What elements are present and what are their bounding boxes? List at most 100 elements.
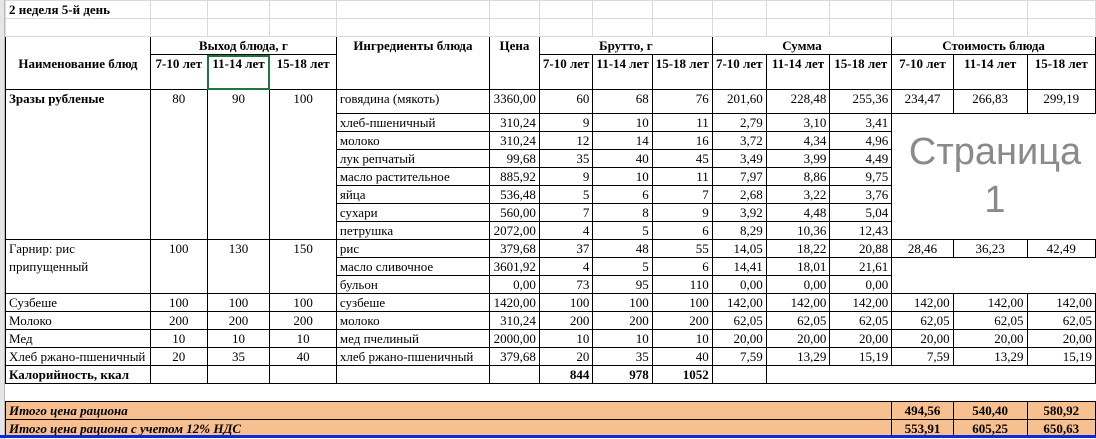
header-age-0[interactable]: 7-10 лет [149,54,208,90]
ingredient-brutto[interactable]: 10 [538,329,594,348]
ingredient-brutto[interactable]: 14 [592,131,653,150]
ingredient-brutto[interactable]: 55 [651,239,713,258]
header-age-2[interactable]: 15-18 лет [651,54,713,90]
ingredient-brutto[interactable]: 60 [538,89,594,114]
cell[interactable] [1026,18,1096,37]
cell[interactable] [206,18,271,37]
total-value[interactable]: 494,56 [891,401,954,420]
dish-cost[interactable]: 266,83 [952,89,1028,114]
ingredient-sum[interactable]: 2,79 [711,113,767,132]
ingredient-name[interactable]: молоко [335,131,490,150]
total-label[interactable]: Итого цена рациона [4,401,893,420]
cell[interactable] [538,0,594,19]
ingredient-sum[interactable]: 15,19 [829,347,893,366]
spreadsheet-grid[interactable]: 2 неделя 5-й день Наименование блюд Выход … [4,0,1096,438]
ingredient-sum[interactable]: 62,05 [829,311,893,330]
ingredient-name[interactable]: петрушка [335,221,490,240]
ingredient-sum[interactable]: 18,22 [765,239,831,258]
cell[interactable] [592,0,653,19]
ingredient-name[interactable]: лук репчатый [335,149,490,168]
ingredient-brutto[interactable]: 6 [651,221,713,240]
dish-cost[interactable]: 42,49 [1026,239,1096,258]
dish-yield[interactable]: 35 [206,347,271,366]
ingredient-name[interactable]: сухари [335,203,490,222]
ingredient-price[interactable]: 310,24 [488,113,540,132]
dish-yield[interactable]: 10 [269,329,337,348]
ingredient-price[interactable]: 310,24 [488,131,540,150]
ingredient-sum[interactable]: 9,75 [829,167,893,186]
ingredient-name[interactable]: масло растительное [335,167,490,186]
ingredient-brutto[interactable]: 100 [592,293,653,312]
header-age-0[interactable]: 7-10 лет [538,54,594,90]
dish-cost[interactable]: 20,00 [891,329,954,348]
empty-row[interactable] [5,383,1096,402]
header-age-2[interactable]: 15-18 лет [829,54,893,90]
dish-yield[interactable]: 20 [149,347,208,366]
dish-name[interactable]: Гарнир: рис припущенный [5,239,151,294]
ingredient-sum[interactable]: 142,00 [765,293,831,312]
ingredient-sum[interactable]: 18,01 [765,257,831,276]
dish-cost[interactable]: 13,29 [952,347,1028,366]
cell[interactable] [891,18,954,37]
ingredient-brutto[interactable]: 37 [538,239,594,258]
dish-yield[interactable]: 100 [269,89,337,240]
ingredient-brutto[interactable]: 5 [538,185,594,204]
ingredient-brutto[interactable]: 9 [538,167,594,186]
ingredient-sum[interactable]: 10,36 [765,221,831,240]
ingredient-brutto[interactable]: 100 [538,293,594,312]
ingredient-sum[interactable]: 0,00 [829,275,893,294]
ingredient-name[interactable]: хлеб-пшеничный [335,113,490,132]
ingredient-brutto[interactable]: 48 [592,239,653,258]
ingredient-price[interactable]: 3601,92 [488,257,540,276]
dish-yield[interactable]: 100 [206,293,271,312]
dish-cost[interactable]: 62,05 [1026,311,1096,330]
cell[interactable] [335,18,490,37]
dish-cost[interactable]: 28,46 [891,239,954,258]
ingredient-price[interactable]: 560,00 [488,203,540,222]
header-age-1[interactable]: 11-14 лет [952,54,1028,90]
ingredient-sum[interactable]: 4,96 [829,131,893,150]
ingredient-brutto[interactable]: 10 [651,329,713,348]
ingredient-sum[interactable]: 21,61 [829,257,893,276]
ingredient-brutto[interactable]: 10 [592,329,653,348]
cell[interactable] [335,365,490,384]
cell[interactable] [206,365,271,384]
dish-cost[interactable]: 20,00 [952,329,1028,348]
ingredient-price[interactable]: 3360,00 [488,89,540,114]
ingredient-name[interactable]: молоко [335,311,490,330]
dish-yield[interactable]: 40 [269,347,337,366]
ingredient-brutto[interactable]: 6 [651,257,713,276]
ingredient-brutto[interactable]: 20 [538,347,594,366]
ingredient-sum[interactable]: 20,00 [829,329,893,348]
cell[interactable] [829,18,893,37]
cell[interactable] [711,18,767,37]
ingredient-sum[interactable]: 3,92 [711,203,767,222]
cell[interactable] [269,0,337,19]
dish-cost[interactable]: 7,59 [891,347,954,366]
cell[interactable] [891,0,954,19]
cell[interactable] [711,0,767,19]
ingredient-sum[interactable]: 0,00 [765,275,831,294]
cell[interactable] [488,365,540,384]
dish-yield[interactable]: 200 [206,311,271,330]
cell[interactable] [206,0,271,19]
cell[interactable] [269,18,337,37]
dish-yield[interactable]: 100 [149,293,208,312]
cell[interactable] [829,0,893,19]
dish-cost[interactable]: 142,00 [1026,293,1096,312]
empty-cost-area[interactable] [892,114,1096,240]
ingredient-name[interactable]: хлеб ржано-пшеничный [335,347,490,366]
ingredient-brutto[interactable]: 40 [592,149,653,168]
ingredient-price[interactable]: 310,24 [488,311,540,330]
total-value[interactable]: 650,63 [1026,419,1096,438]
ingredient-name[interactable]: мед пчелиный [335,329,490,348]
dish-yield[interactable]: 150 [269,239,337,294]
dish-yield[interactable]: 200 [149,311,208,330]
header-ingredients[interactable]: Ингредиенты блюда [335,36,490,90]
total-value[interactable]: 553,91 [891,419,954,438]
cell[interactable] [488,0,540,19]
ingredient-brutto[interactable]: 110 [651,275,713,294]
ingredient-brutto[interactable]: 4 [538,257,594,276]
header-brutto[interactable]: Брутто, г [538,36,713,55]
ingredient-sum[interactable]: 3,99 [765,149,831,168]
